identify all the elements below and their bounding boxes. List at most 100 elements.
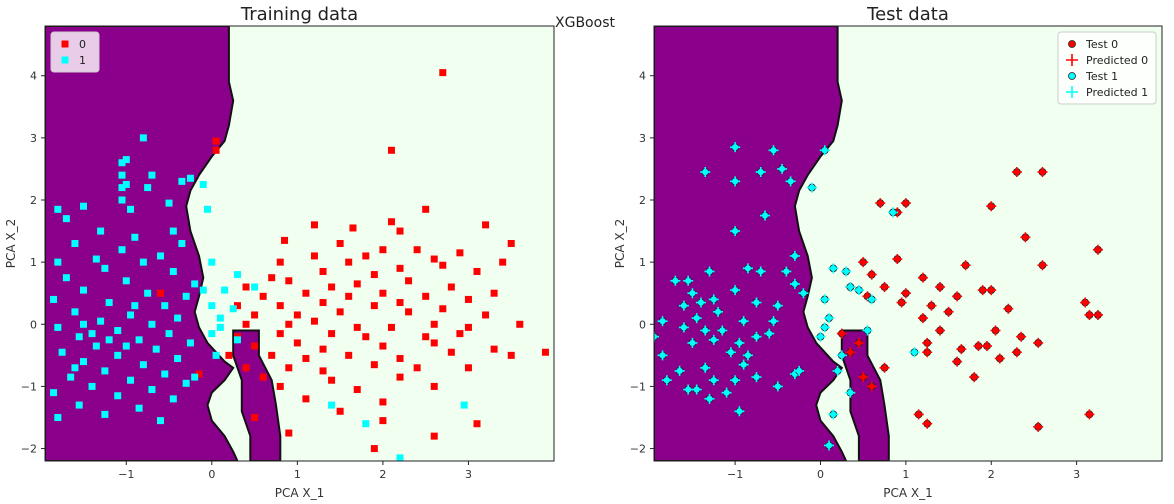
predicted-marker	[922, 418, 933, 429]
predicted-marker	[730, 142, 741, 153]
data-point	[336, 240, 344, 247]
data-point	[118, 171, 126, 179]
data-point	[345, 351, 353, 359]
predicted-marker	[777, 163, 788, 174]
data-point	[127, 205, 135, 213]
data-point	[118, 196, 126, 204]
data-point	[233, 271, 241, 279]
data-point	[439, 69, 447, 77]
data-point	[379, 289, 387, 297]
panel-title: Training data	[240, 4, 358, 25]
predicted-marker	[922, 347, 933, 358]
predicted-marker	[819, 294, 830, 305]
predicted-marker	[815, 331, 826, 342]
predicted-marker	[768, 145, 779, 156]
predicted-marker	[687, 288, 698, 299]
predicted-marker	[1084, 309, 1095, 320]
predicted-marker	[1011, 167, 1022, 178]
y-tick-label: 4	[639, 70, 646, 83]
data-point	[88, 330, 96, 338]
data-point	[101, 410, 109, 418]
predicted-marker	[973, 341, 984, 352]
data-point	[251, 311, 259, 319]
data-point	[405, 277, 413, 285]
data-point	[118, 159, 126, 167]
data-point	[122, 156, 130, 164]
data-point	[387, 323, 395, 331]
predicted-marker	[691, 384, 702, 395]
data-point	[114, 327, 122, 334]
predicted-marker	[789, 278, 800, 289]
data-point	[212, 137, 220, 145]
predicted-marker	[1080, 297, 1091, 308]
predicted-marker	[751, 372, 762, 383]
legend-label: 1	[79, 54, 86, 67]
predicted-marker	[755, 167, 766, 178]
data-point	[199, 286, 207, 294]
y-tick-label: 2	[639, 194, 646, 207]
predicted-marker	[853, 285, 864, 296]
data-point	[413, 364, 421, 372]
data-point	[127, 376, 135, 384]
data-point	[118, 246, 126, 254]
predicted-marker	[700, 362, 711, 373]
data-point	[362, 333, 370, 341]
data-point	[490, 289, 498, 297]
predicted-marker	[700, 167, 711, 178]
predicted-marker	[798, 288, 809, 299]
region-class-1-island	[232, 329, 282, 461]
data-point	[216, 314, 224, 322]
predicted-marker	[969, 372, 980, 383]
data-point	[92, 255, 100, 263]
legend-marker	[1068, 40, 1076, 48]
x-axis-label: PCA X_1	[883, 486, 933, 500]
predicted-marker	[836, 328, 847, 339]
y-tick-label: −1	[630, 380, 646, 393]
data-point	[405, 308, 413, 316]
y-tick-label: 3	[30, 132, 37, 145]
plot-frame	[653, 25, 1163, 462]
predicted-marker	[862, 325, 873, 336]
legend-marker	[1068, 72, 1076, 80]
data-point	[387, 218, 395, 226]
data-point	[482, 311, 490, 319]
data-point	[422, 205, 430, 213]
predicted-marker	[866, 294, 877, 305]
predicted-marker	[866, 269, 877, 280]
data-point	[464, 295, 472, 303]
data-point	[353, 280, 361, 288]
predicted-marker	[828, 263, 839, 274]
y-tick-label: −2	[21, 443, 37, 456]
data-point	[195, 370, 203, 378]
data-point	[430, 255, 438, 263]
y-tick-label: 0	[639, 318, 646, 331]
predicted-marker	[772, 300, 783, 311]
data-point	[302, 289, 310, 297]
predicted-marker	[845, 387, 856, 398]
y-tick-label: 3	[639, 132, 646, 145]
data-point	[430, 320, 438, 328]
predicted-marker	[657, 316, 668, 327]
data-point	[79, 320, 87, 328]
x-tick-label: −1	[118, 468, 134, 481]
data-point	[131, 302, 139, 310]
data-point	[396, 299, 404, 307]
predicted-marker	[994, 353, 1005, 364]
predicted-marker	[853, 337, 864, 348]
data-point	[379, 246, 387, 254]
predicted-marker	[1092, 309, 1103, 320]
predicted-marker	[917, 313, 928, 324]
legend-marker	[61, 56, 69, 64]
data-point	[379, 417, 387, 425]
decision-regions	[654, 26, 890, 461]
region-class-1	[45, 26, 239, 461]
data-point	[114, 351, 122, 359]
data-point	[473, 267, 481, 275]
predicted-marker	[841, 266, 852, 277]
data-point	[139, 134, 147, 142]
data-point	[156, 289, 164, 297]
data-point	[122, 342, 130, 350]
predicted-marker	[751, 331, 762, 342]
data-point	[242, 364, 250, 372]
data-point	[144, 184, 152, 192]
